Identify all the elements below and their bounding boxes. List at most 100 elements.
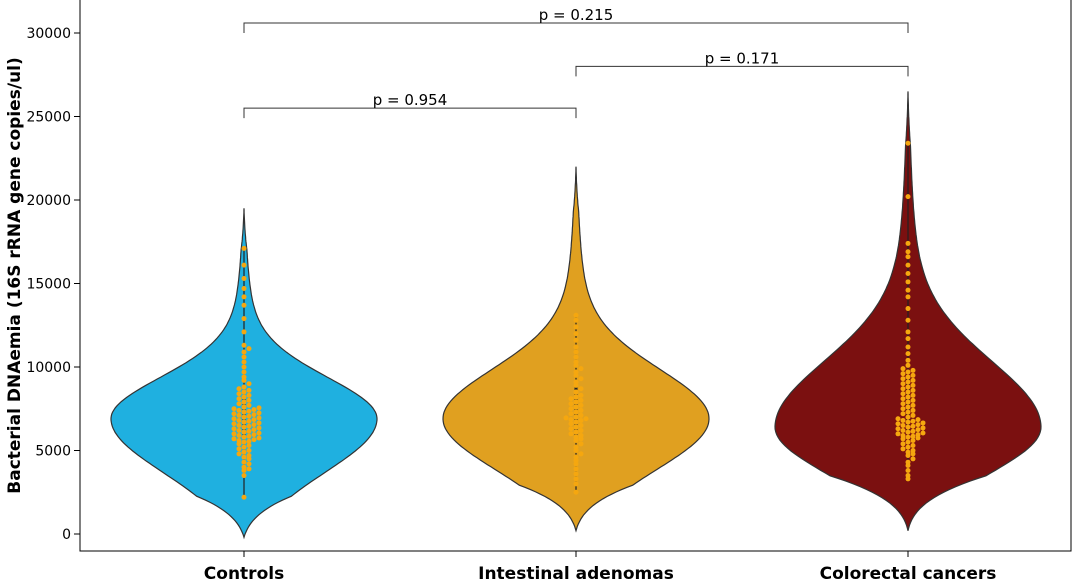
data-point	[895, 431, 901, 437]
data-point	[905, 459, 911, 465]
data-point	[563, 415, 569, 421]
data-point	[231, 426, 237, 432]
data-point	[241, 316, 247, 322]
data-point	[573, 481, 579, 487]
data-point	[895, 416, 901, 422]
data-point	[236, 412, 242, 418]
data-point	[910, 382, 916, 388]
data-point	[578, 412, 584, 418]
data-point	[910, 387, 916, 393]
data-point	[573, 419, 579, 425]
p-value-label: p = 0.954	[373, 91, 448, 109]
data-point	[573, 409, 579, 415]
data-point	[241, 454, 247, 460]
data-point	[236, 432, 242, 438]
data-point	[241, 389, 247, 395]
data-point	[905, 394, 911, 400]
data-point	[900, 432, 906, 438]
data-point	[241, 302, 247, 308]
data-point	[910, 448, 916, 453]
data-point	[246, 397, 252, 403]
data-point	[246, 453, 252, 459]
data-point	[905, 389, 911, 395]
data-point	[231, 421, 237, 427]
p-value-label: p = 0.215	[539, 6, 614, 24]
data-point	[241, 262, 247, 268]
data-point	[905, 379, 911, 385]
y-tick-label: 20000	[26, 193, 71, 209]
data-point	[241, 424, 247, 430]
data-point	[568, 421, 574, 427]
data-point	[910, 397, 916, 403]
data-point	[236, 437, 242, 443]
data-point	[905, 306, 911, 312]
data-point	[900, 411, 906, 417]
data-point	[246, 387, 252, 393]
data-point	[241, 444, 247, 450]
data-point	[905, 369, 911, 375]
data-point	[241, 342, 247, 348]
data-point	[900, 406, 906, 412]
data-point	[920, 430, 926, 436]
data-point	[905, 254, 911, 260]
data-point	[578, 427, 584, 433]
data-point	[905, 429, 911, 435]
data-point	[236, 451, 242, 457]
data-point	[241, 294, 247, 300]
data-point	[568, 396, 574, 402]
data-point	[910, 407, 916, 413]
data-point	[905, 344, 911, 350]
data-point	[256, 415, 262, 421]
data-point	[910, 433, 916, 439]
data-point	[905, 449, 911, 455]
data-point	[910, 402, 916, 408]
data-point	[905, 249, 911, 255]
data-point	[256, 430, 262, 436]
data-point	[241, 384, 247, 390]
annotations-layer: p = 0.954 p = 0.171 p = 0.215	[243, 6, 909, 119]
data-point	[905, 262, 911, 268]
data-point	[573, 424, 579, 430]
data-point	[900, 386, 906, 392]
data-point	[905, 404, 911, 410]
data-point	[905, 279, 911, 285]
data-point	[578, 402, 584, 408]
data-point	[905, 399, 911, 405]
data-point	[241, 414, 247, 420]
significance-bracket	[575, 65, 909, 77]
data-point	[910, 412, 916, 418]
data-point	[905, 317, 911, 323]
data-point	[251, 422, 257, 428]
data-point	[246, 346, 252, 352]
data-point	[915, 422, 921, 428]
data-point	[236, 407, 242, 413]
x-tick-label: Controls	[204, 564, 284, 584]
data-point	[905, 329, 911, 335]
data-point	[251, 417, 257, 423]
data-point	[910, 372, 916, 378]
data-point	[900, 391, 906, 397]
data-point	[910, 392, 916, 398]
data-point	[256, 405, 262, 411]
data-point	[578, 392, 584, 398]
data-point	[915, 417, 921, 423]
data-point	[910, 367, 916, 373]
data-point	[905, 240, 911, 246]
data-point	[905, 357, 911, 363]
data-point	[900, 396, 906, 402]
data-point	[910, 437, 916, 443]
data-point	[578, 366, 584, 372]
data-point	[246, 392, 252, 398]
data-point	[578, 407, 584, 413]
data-point	[905, 294, 911, 300]
data-point	[236, 396, 242, 402]
data-point	[910, 442, 916, 448]
data-point	[241, 394, 247, 400]
data-point	[241, 473, 247, 479]
data-point	[241, 354, 247, 360]
data-point	[573, 331, 579, 337]
data-point	[236, 446, 242, 452]
data-point	[573, 324, 579, 330]
data-point	[900, 446, 906, 452]
